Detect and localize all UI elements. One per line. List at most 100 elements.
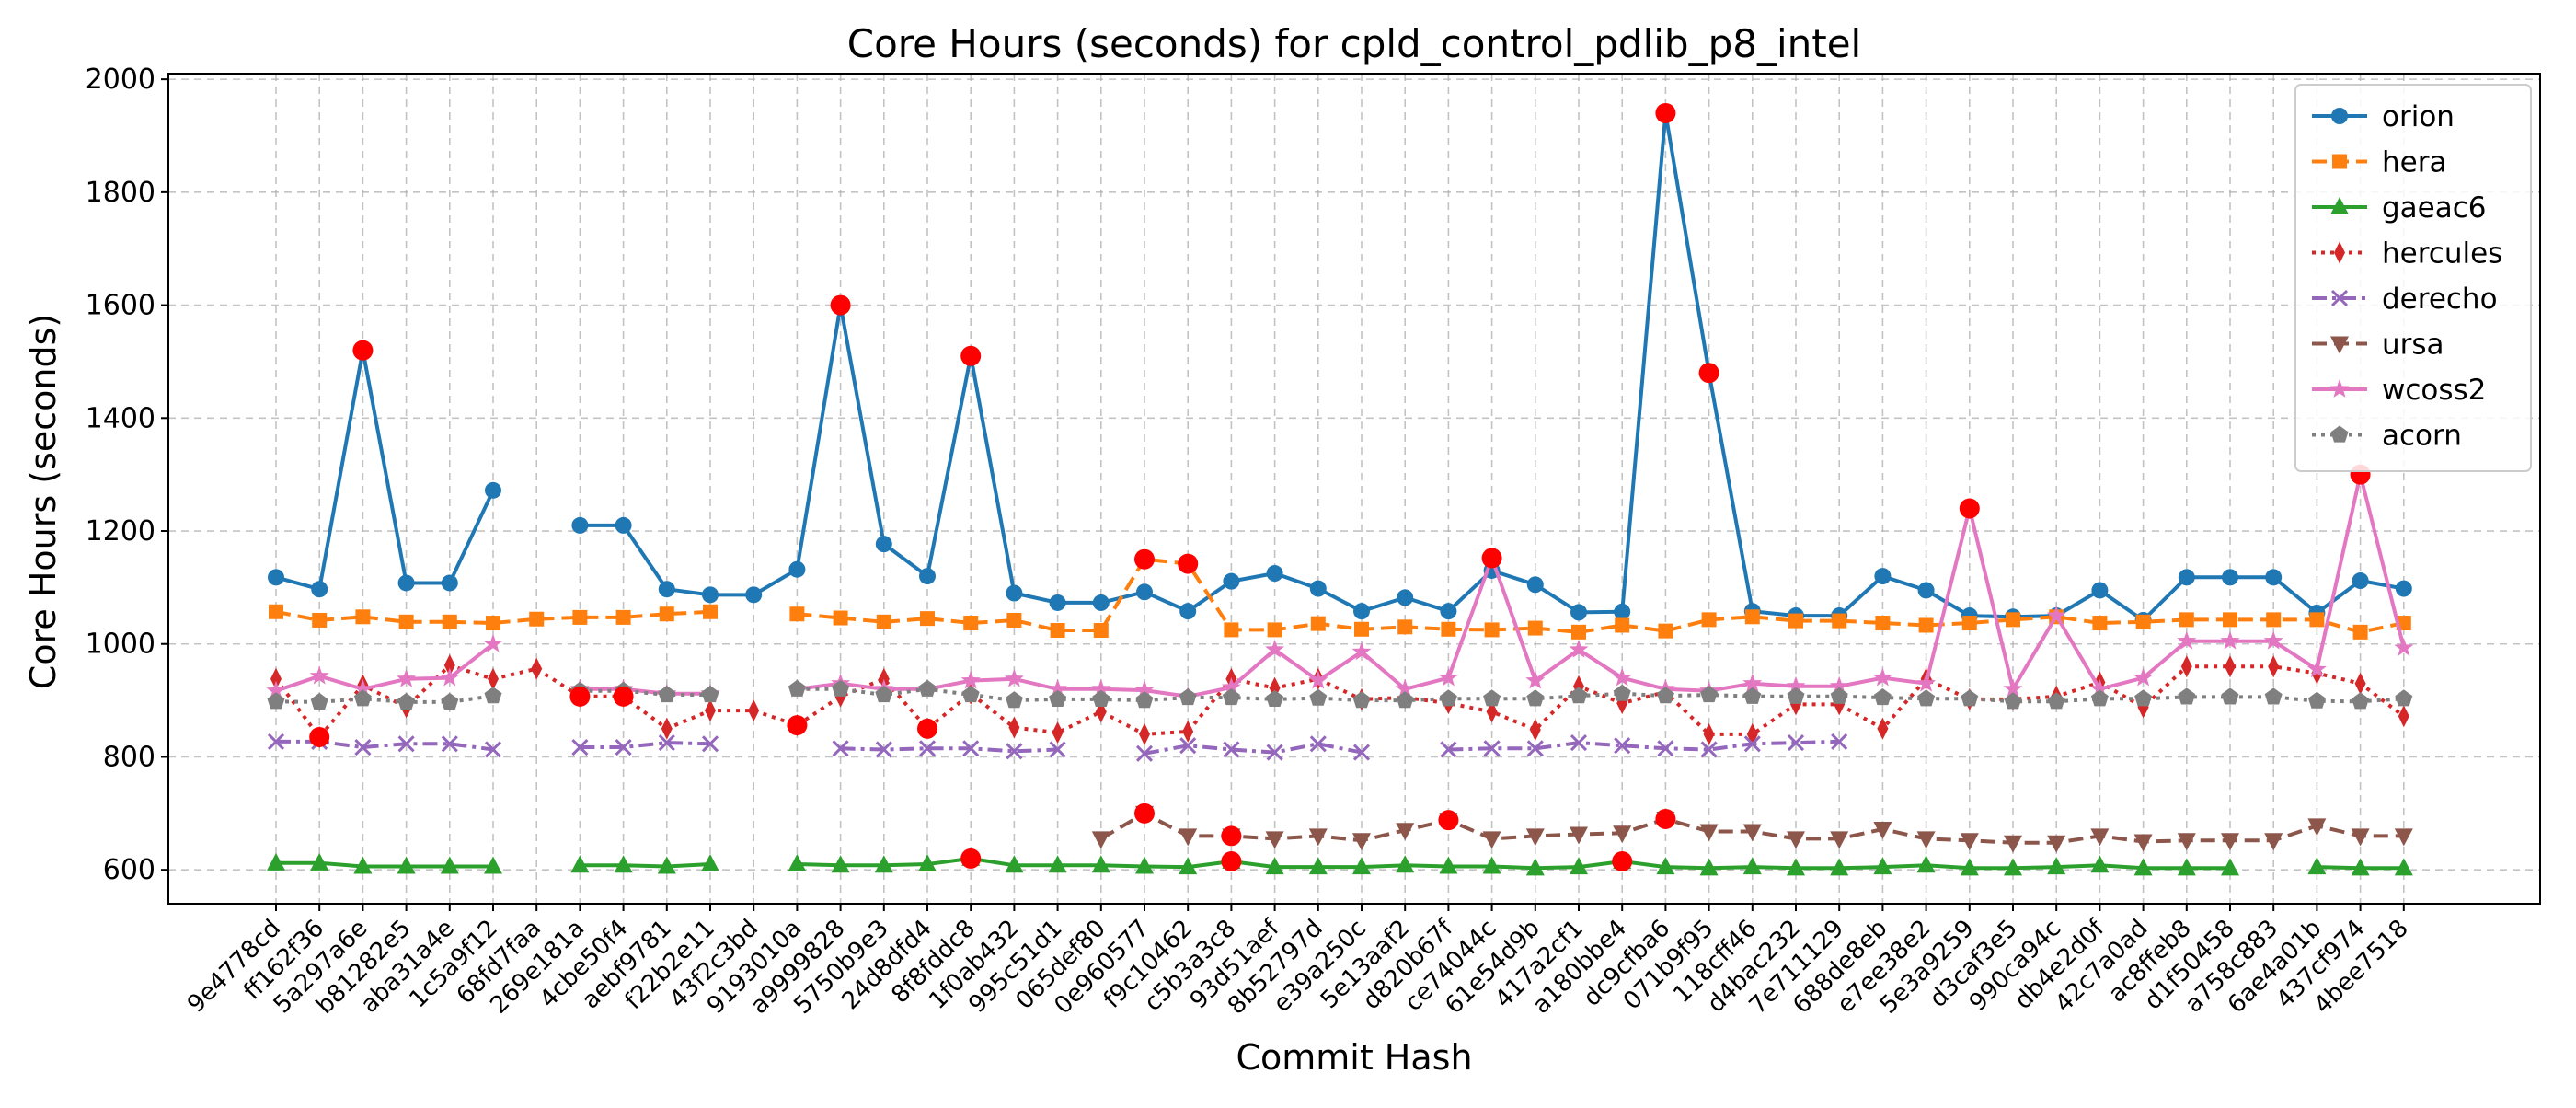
data-point-acorn xyxy=(875,686,893,703)
data-point-derecho xyxy=(1223,741,1240,758)
anomaly-marker-gaeac6 xyxy=(1221,850,1242,871)
data-point-orion xyxy=(1136,583,1153,601)
data-point-gaeac6 xyxy=(484,856,502,874)
data-point-acorn xyxy=(658,686,676,703)
data-point-gaeac6 xyxy=(1570,857,1588,875)
data-point-derecho xyxy=(615,738,632,756)
data-point-acorn xyxy=(1961,689,1979,707)
data-point-orion xyxy=(702,586,719,604)
data-point-gaeac6 xyxy=(1960,858,1979,876)
data-point-derecho xyxy=(1526,740,1544,757)
anomaly-marker-wcoss2 xyxy=(1481,548,1502,569)
data-point-hera xyxy=(2092,616,2108,631)
data-point-hera xyxy=(529,611,545,627)
data-point-hercules xyxy=(878,667,890,690)
data-point-hercules xyxy=(661,717,673,740)
chart-title: Core Hours (seconds) for cpld_control_pd… xyxy=(847,21,1861,66)
data-point-gaeac6 xyxy=(1656,857,1675,875)
series-line-orion xyxy=(275,348,495,592)
legend-item-derecho: derecho xyxy=(2312,283,2498,316)
data-point-derecho xyxy=(354,738,372,756)
plot-frame xyxy=(167,73,2541,905)
data-point-hera xyxy=(1093,623,1109,639)
y-tick-label: 600 xyxy=(103,854,155,886)
data-point-wcoss2 xyxy=(2306,659,2327,678)
data-point-gaeac6 xyxy=(1787,858,1805,876)
data-point-gaeac6 xyxy=(1135,856,1154,874)
data-point-hercules xyxy=(1703,722,1715,745)
data-point-hera xyxy=(876,614,891,629)
y-tick-label: 1800 xyxy=(86,177,155,209)
legend-marker-wcoss2 xyxy=(2329,379,2350,398)
data-point-hera xyxy=(2309,612,2325,628)
data-point-gaeac6 xyxy=(2394,858,2413,876)
series-line-acorn xyxy=(275,694,494,704)
data-point-wcoss2 xyxy=(483,633,503,652)
series-line-acorn xyxy=(580,688,710,697)
data-point-ursa xyxy=(1742,824,1762,842)
data-point-hercules xyxy=(2268,655,2280,678)
data-point-derecho xyxy=(1135,744,1154,762)
data-point-orion xyxy=(1266,565,1283,583)
data-point-gaeac6 xyxy=(1482,856,1501,874)
data-point-derecho xyxy=(1352,744,1371,761)
series-line-derecho xyxy=(580,741,711,749)
data-point-hercules xyxy=(2180,655,2192,678)
data-point-ursa xyxy=(1308,828,1328,847)
data-point-gaeac6 xyxy=(1525,858,1545,876)
legend-item-hera: hera xyxy=(2312,146,2446,179)
data-point-ursa xyxy=(2004,835,2022,853)
legend-box xyxy=(2294,84,2532,472)
data-point-orion xyxy=(1526,576,1544,594)
data-point-hera xyxy=(312,612,328,628)
data-point-wcoss2 xyxy=(2089,678,2110,698)
data-point-acorn xyxy=(2004,692,2022,710)
y-axis: 600 800 1000 1200 1400 1600 1800 2000 xyxy=(86,63,168,886)
data-point-hera xyxy=(1354,621,1369,637)
data-point-gaeac6 xyxy=(1699,858,1719,876)
data-point-acorn xyxy=(1135,691,1154,709)
data-point-ursa xyxy=(1482,831,1501,849)
data-point-hera xyxy=(1615,617,1630,633)
legend-item-ursa: ursa xyxy=(2312,329,2444,362)
data-point-gaeac6 xyxy=(788,854,807,872)
data-point-gaeac6 xyxy=(1396,855,1415,873)
data-point-hera xyxy=(1397,619,1413,635)
data-point-gaeac6 xyxy=(2351,858,2370,876)
data-point-derecho xyxy=(571,738,589,756)
data-point-wcoss2 xyxy=(1525,670,1546,689)
data-point-gaeac6 xyxy=(1265,857,1284,875)
data-point-hera xyxy=(2223,612,2237,628)
data-point-wcoss2 xyxy=(1091,678,1111,698)
data-point-ursa xyxy=(1179,828,1198,847)
data-point-wcoss2 xyxy=(2003,678,2023,698)
data-point-derecho xyxy=(1179,737,1197,755)
data-point-hera xyxy=(659,606,674,622)
data-point-hercules xyxy=(488,667,499,690)
data-point-orion xyxy=(2395,580,2412,597)
data-point-acorn xyxy=(1656,687,1674,704)
data-point-derecho xyxy=(1657,740,1674,757)
data-point-hera xyxy=(1441,621,1456,637)
data-point-ursa xyxy=(2221,833,2239,851)
data-point-orion xyxy=(919,568,936,585)
data-point-wcoss2 xyxy=(2046,606,2066,624)
data-point-hera xyxy=(355,609,371,625)
data-point-wcoss2 xyxy=(1004,668,1024,687)
data-point-hera xyxy=(1050,623,1065,639)
anomaly-marker-hera xyxy=(1134,548,1155,570)
series-line-gaeac6 xyxy=(797,856,2230,871)
series-line-gaeac6 xyxy=(276,860,493,869)
data-point-ursa xyxy=(2177,833,2196,851)
anomaly-marker-gaeac6 xyxy=(1612,850,1633,871)
anomaly-marker-gaeac6 xyxy=(960,848,982,869)
data-point-ursa xyxy=(2351,828,2370,847)
data-point-hera xyxy=(269,604,283,619)
grid xyxy=(168,74,2540,904)
legend-item-gaeac6: gaeac6 xyxy=(2312,191,2487,225)
data-point-hera xyxy=(1875,616,1891,631)
legend-item-orion: orion xyxy=(2312,100,2455,133)
data-point-hercules xyxy=(705,699,716,722)
data-point-hercules xyxy=(1529,719,1541,742)
